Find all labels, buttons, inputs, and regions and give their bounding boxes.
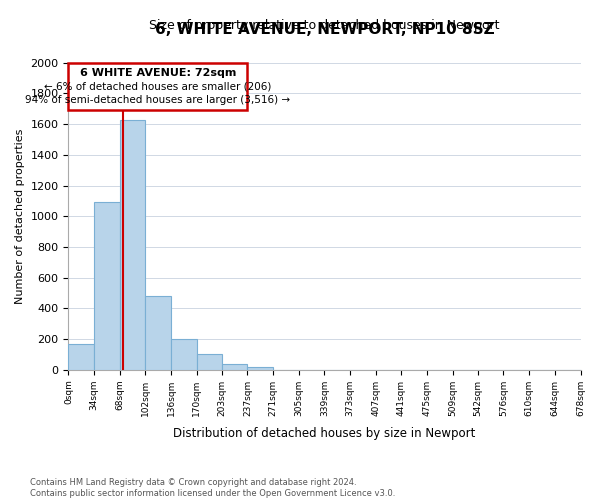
Bar	[222, 364, 247, 370]
Text: 6 WHITE AVENUE: 72sqm: 6 WHITE AVENUE: 72sqm	[80, 68, 236, 78]
Bar	[94, 202, 120, 370]
Title: Size of property relative to detached houses in Newport: Size of property relative to detached ho…	[149, 20, 500, 32]
Bar	[68, 344, 94, 370]
Bar	[120, 120, 145, 370]
Bar	[197, 354, 222, 370]
Text: Contains HM Land Registry data © Crown copyright and database right 2024.
Contai: Contains HM Land Registry data © Crown c…	[30, 478, 395, 498]
Text: 94% of semi-detached houses are larger (3,516) →: 94% of semi-detached houses are larger (…	[25, 95, 290, 105]
FancyBboxPatch shape	[68, 62, 247, 110]
Bar	[171, 339, 197, 370]
Bar	[247, 366, 273, 370]
Text: 6, WHITE AVENUE, NEWPORT, NP10 8SZ: 6, WHITE AVENUE, NEWPORT, NP10 8SZ	[155, 22, 494, 36]
Y-axis label: Number of detached properties: Number of detached properties	[15, 128, 25, 304]
X-axis label: Distribution of detached houses by size in Newport: Distribution of detached houses by size …	[173, 427, 476, 440]
Text: ← 6% of detached houses are smaller (206): ← 6% of detached houses are smaller (206…	[44, 82, 272, 92]
Bar	[145, 296, 171, 370]
